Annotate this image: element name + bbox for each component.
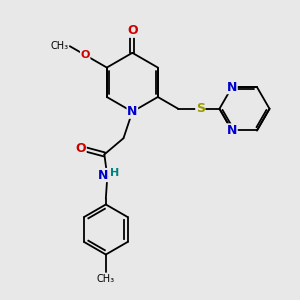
Text: N: N [227,81,237,94]
Text: N: N [127,105,137,118]
Text: CH₃: CH₃ [50,41,68,51]
Text: CH₃: CH₃ [97,274,115,284]
Text: H: H [110,168,119,178]
Text: N: N [98,169,108,182]
Text: O: O [80,50,90,60]
Text: N: N [227,124,237,137]
Text: O: O [127,24,138,37]
Text: S: S [196,102,205,115]
Text: O: O [76,142,86,155]
